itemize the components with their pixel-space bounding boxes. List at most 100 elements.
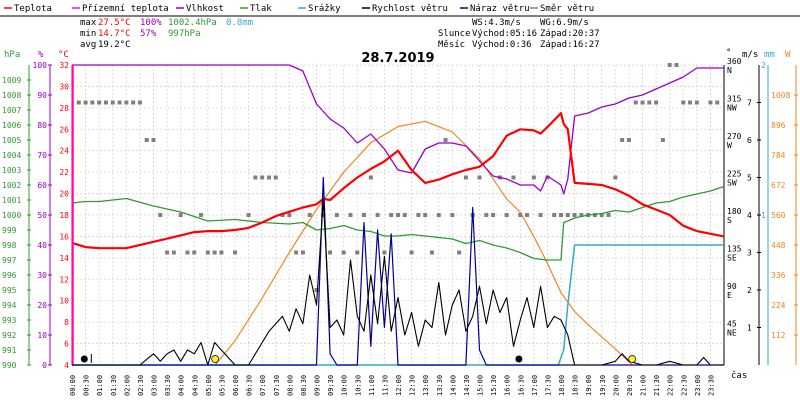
sun-rise: Východ:05:16	[472, 29, 537, 39]
pressure-tick-label: 1007	[2, 106, 21, 115]
legend: Teplota Přízemní teplota Vlhkost Tlak Srážky…	[0, 4, 800, 17]
solar-unit: W	[785, 50, 791, 60]
wind-direction-point	[606, 213, 611, 217]
solar-tick-label: 560	[771, 211, 786, 220]
wind-direction-point	[192, 250, 197, 255]
x-tick-label: 03:30	[164, 375, 172, 396]
wind-direction-point	[151, 138, 156, 142]
stats-max-temp: 27.5°C	[98, 18, 131, 28]
wind-direction-point	[314, 288, 319, 292]
solar-tick-label: 896	[771, 121, 786, 130]
wind-direction-point	[457, 250, 462, 255]
x-tick-label: 18:30	[572, 375, 580, 396]
temperature-tick-label: 18	[59, 211, 69, 220]
wind-direction-point	[559, 213, 563, 217]
temperature-tick-label: 20	[59, 190, 69, 199]
wind-direction-point	[103, 100, 108, 105]
wind-direction-point	[681, 100, 686, 105]
temperature-tick-label: 22	[59, 168, 69, 177]
wind-direction-point	[185, 250, 190, 255]
legend-label: Rychlost větru	[372, 4, 448, 14]
temperature-tick-label: 24	[59, 147, 69, 156]
x-tick-label: 15:00	[477, 375, 485, 396]
x-tick-label: 04:30	[191, 375, 199, 396]
x-tick-label: 13:00	[422, 375, 430, 396]
wind-direction-point	[253, 175, 258, 180]
temperature-tick-label: 10	[59, 297, 69, 306]
x-tick-label: 18:00	[558, 375, 566, 396]
pressure-tick-label: 990	[2, 361, 17, 370]
x-tick-label: 01:00	[96, 375, 104, 396]
wind-direction-point	[633, 100, 638, 105]
wind-tick-label: 1	[747, 324, 752, 333]
wind-direction-point	[491, 213, 496, 217]
x-tick-label: 19:00	[585, 375, 593, 396]
x-tick-label: 07:00	[259, 375, 267, 396]
wind-direction-point	[688, 100, 693, 105]
wind-direction-point	[158, 213, 163, 217]
humidity-tick-label: 80	[37, 121, 47, 130]
x-tick-label: 06:30	[246, 375, 254, 396]
rain-tick-label: 2	[761, 61, 766, 70]
pressure-tick-label: 991	[2, 346, 17, 355]
wind-direction-point	[117, 100, 122, 105]
temperature-tick-label: 4	[64, 361, 69, 370]
humidity-tick-label: 50	[37, 211, 47, 220]
wind-direction-point	[504, 213, 509, 217]
x-tick-label: 16:00	[504, 375, 512, 396]
temperature-series	[71, 65, 725, 365]
wind-direction-point	[368, 175, 373, 180]
x-tick-label: 17:30	[544, 375, 552, 396]
stats-max-label: max	[80, 18, 97, 28]
wind-direction-point	[667, 63, 672, 67]
direction-tick-compass: SE	[727, 254, 737, 263]
x-tick-label: 04:00	[178, 375, 186, 396]
humidity-unit: %	[38, 50, 44, 60]
pressure-tick-label: 1009	[2, 76, 21, 85]
moonset-marker	[515, 355, 523, 363]
direction-tick-degree: 315	[727, 95, 742, 104]
x-tick-label: 06:00	[232, 375, 240, 396]
temperature-line	[71, 112, 725, 250]
wind-direction-point	[613, 175, 618, 180]
humidity-tick-label: 100	[33, 61, 48, 70]
wind-direction-point	[525, 213, 530, 217]
wind-direction-point	[599, 213, 604, 217]
wind-direction-point	[518, 213, 523, 217]
wind-direction-point	[674, 63, 679, 67]
humidity-tick-label: 20	[37, 301, 47, 310]
wind-direction-point	[97, 100, 102, 105]
pressure-tick-label: 1002	[2, 181, 21, 190]
humidity-tick-label: 60	[37, 181, 47, 190]
direction-tick-degree: 90	[727, 282, 737, 291]
wind-direction-point	[300, 250, 305, 255]
temperature-tick-label: 32	[59, 61, 69, 70]
legend-label: Teplota	[14, 4, 52, 14]
x-tick-label: 11:30	[381, 375, 389, 396]
temperature-tick-label: 26	[59, 125, 69, 134]
stats-max-press: 1002.4hPa	[168, 18, 217, 28]
x-tick-label: 11:00	[368, 375, 376, 396]
wind-direction-point	[660, 138, 665, 142]
wind-direction-point	[375, 213, 380, 217]
solar-tick-label: 672	[771, 181, 786, 190]
wind-direction-point	[76, 100, 81, 105]
legend-label: Srážky	[308, 4, 341, 14]
wind-speed-series	[72, 199, 724, 366]
wind-tick-label: 7	[747, 99, 752, 108]
humidity-tick-label: 70	[37, 151, 47, 160]
wind-direction-point	[552, 213, 557, 217]
stats-min-temp: 14.7°C	[98, 29, 131, 39]
wind-direction-point	[144, 138, 149, 142]
direction-tick-compass: S	[727, 216, 732, 225]
direction-tick-compass: E	[727, 291, 732, 300]
x-tick-label: 17:00	[531, 375, 539, 396]
stats-max-rain: 0.8mm	[226, 18, 253, 28]
pressure-tick-label: 997	[2, 256, 17, 265]
direction-tick-degree: 45	[727, 320, 737, 329]
wind-direction-point	[477, 175, 482, 180]
wind-direction-point	[579, 213, 584, 217]
pressure-tick-label: 999	[2, 226, 17, 235]
humidity-tick-label: 30	[37, 271, 47, 280]
